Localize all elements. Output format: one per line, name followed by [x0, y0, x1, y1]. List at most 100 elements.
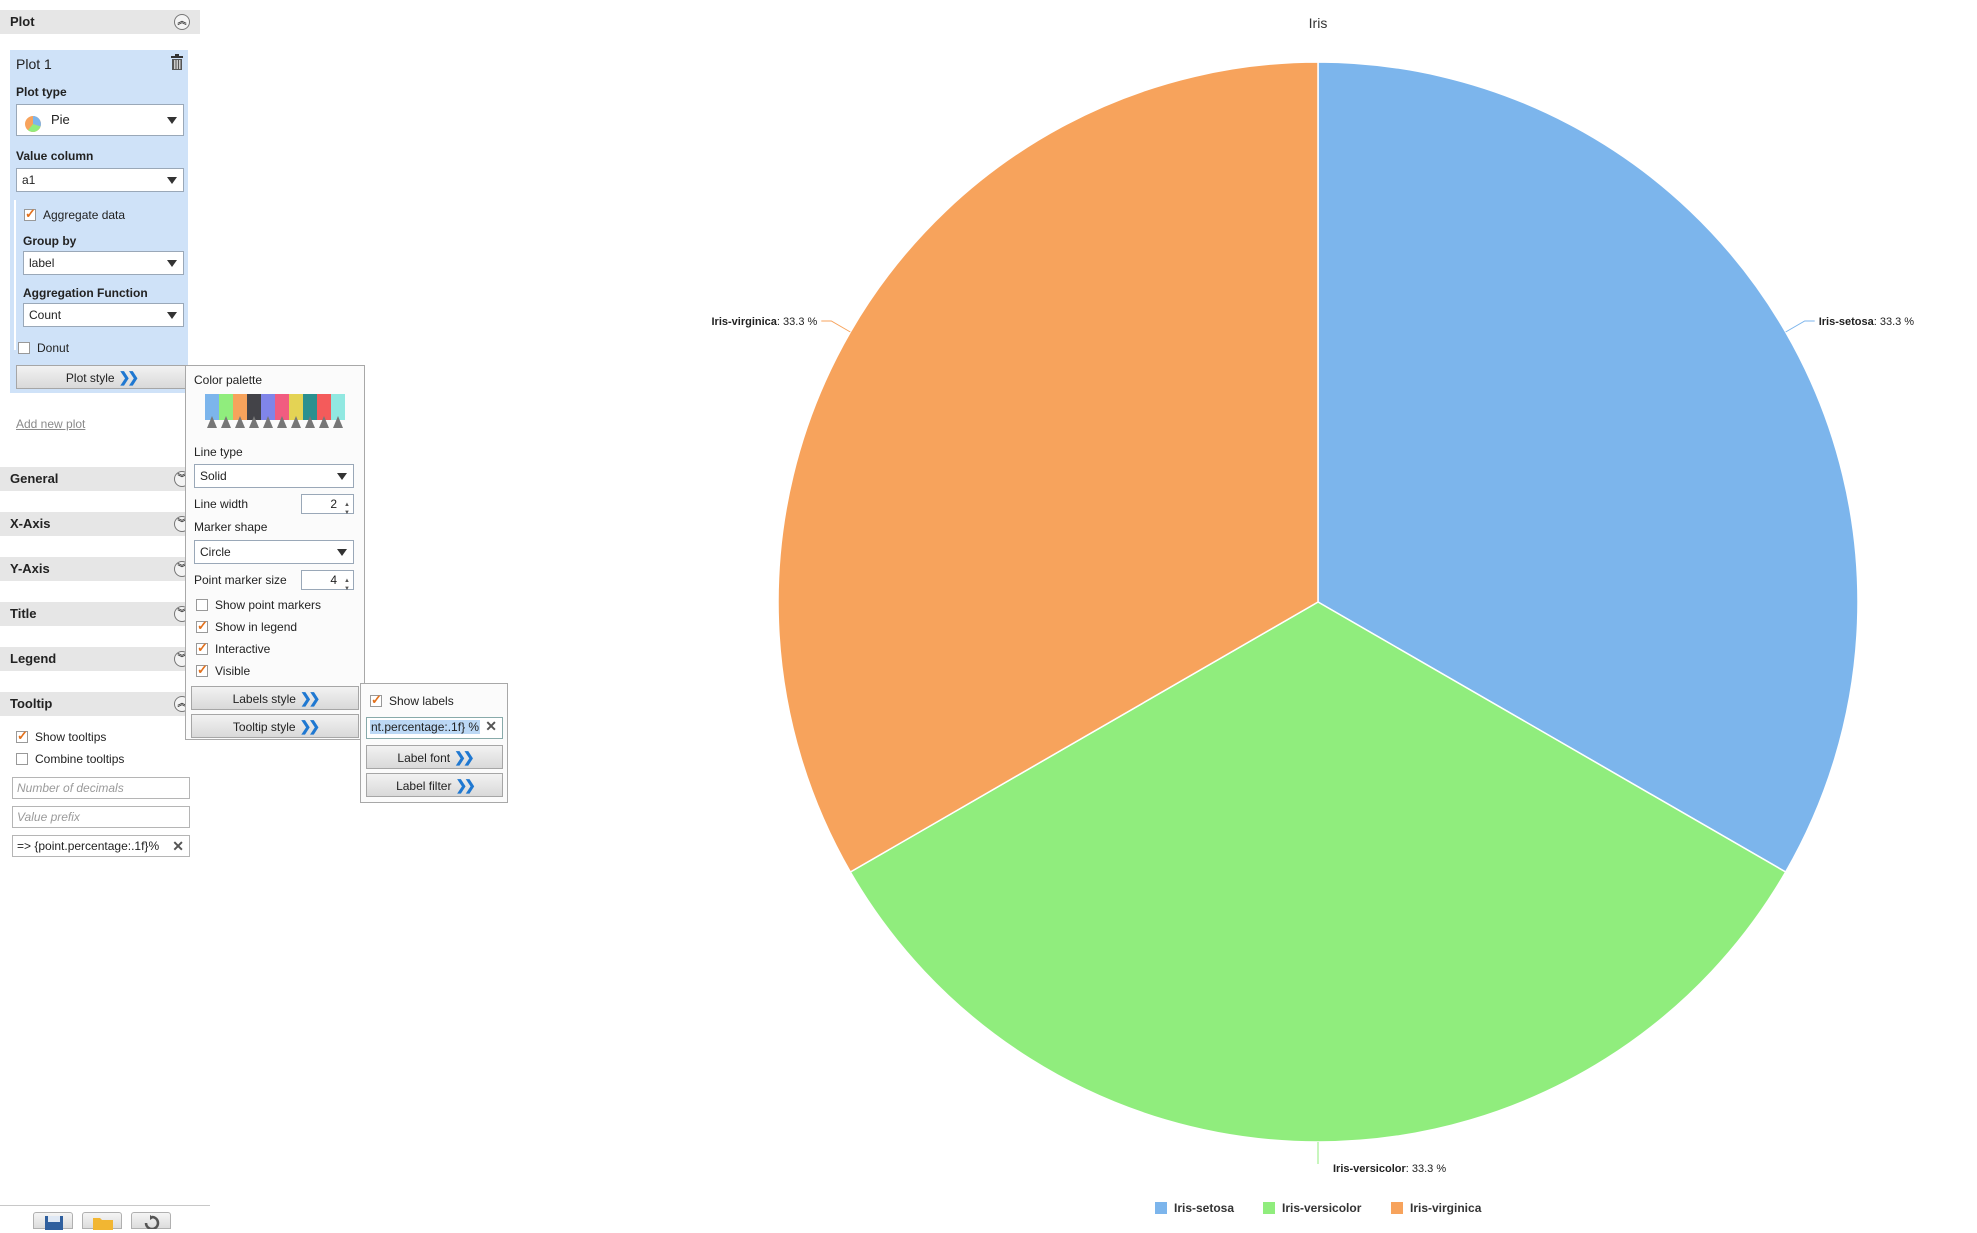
- interactive-checkbox[interactable]: [196, 640, 208, 656]
- line-type-select[interactable]: Solid: [194, 464, 354, 488]
- trash-icon[interactable]: [170, 54, 184, 73]
- marker-shape-value: Circle: [200, 545, 231, 559]
- line-width-spinner[interactable]: 2 ▲ ▼: [301, 494, 354, 516]
- agg-function-select[interactable]: Count: [23, 303, 184, 327]
- label-filter-button[interactable]: Label filter ❯❯: [366, 773, 503, 797]
- legend-swatch: [1391, 1202, 1403, 1214]
- data-label: Iris-virginica: 33.3 %: [712, 316, 818, 328]
- data-label: Iris-setosa: 33.3 %: [1819, 316, 1915, 328]
- palette-stop-marker[interactable]: [235, 416, 245, 428]
- palette-stop-marker[interactable]: [319, 416, 329, 428]
- chevron-down-icon: [337, 473, 347, 480]
- palette-stop-marker[interactable]: [277, 416, 287, 428]
- refresh-button[interactable]: [131, 1212, 171, 1231]
- agg-function-label: Aggregation Function: [23, 286, 148, 300]
- label-format-input[interactable]: nt.percentage:.1f} % ✕: [366, 717, 503, 739]
- pie-chart-icon: [25, 113, 41, 143]
- marker-shape-select[interactable]: Circle: [194, 540, 354, 564]
- combine-tooltips-checkbox[interactable]: [16, 753, 28, 765]
- palette-swatch[interactable]: [233, 394, 247, 420]
- show-in-legend-checkbox[interactable]: [196, 618, 208, 634]
- group-by-select[interactable]: label: [23, 251, 184, 275]
- decimals-input[interactable]: Number of decimals: [12, 777, 190, 799]
- spinner-down-icon[interactable]: ▼: [344, 510, 350, 516]
- palette-swatch[interactable]: [261, 394, 275, 420]
- palette-stop-marker[interactable]: [291, 416, 301, 428]
- aggregate-checkbox[interactable]: [24, 206, 36, 222]
- palette-swatch[interactable]: [275, 394, 289, 420]
- plot-type-value: Pie: [51, 112, 70, 127]
- labels-style-label: Labels style: [232, 692, 296, 706]
- tooltip-format-input[interactable]: => {point.percentage:.1f}% ✕: [12, 835, 190, 857]
- clear-icon[interactable]: ✕: [485, 718, 497, 734]
- label-font-button[interactable]: Label font ❯❯: [366, 745, 503, 769]
- spinner-up-icon[interactable]: ▲: [344, 502, 350, 508]
- section-legend-title: Legend: [10, 651, 57, 666]
- show-labels-checkbox[interactable]: [370, 692, 382, 708]
- spinner-up-icon[interactable]: ▲: [344, 578, 350, 584]
- section-title-header[interactable]: Title ︾: [0, 602, 200, 626]
- palette-stop-marker[interactable]: [221, 416, 231, 428]
- palette-stop-marker[interactable]: [305, 416, 315, 428]
- show-point-markers-checkbox[interactable]: [196, 599, 208, 611]
- legend-swatch: [1263, 1202, 1275, 1214]
- palette-swatch[interactable]: [205, 394, 219, 420]
- palette-swatch[interactable]: [317, 394, 331, 420]
- palette-stop-marker[interactable]: [207, 416, 217, 428]
- data-label: Iris-versicolor: 33.3 %: [1333, 1163, 1446, 1175]
- section-general-header[interactable]: General ︾: [0, 467, 200, 491]
- collapse-icon[interactable]: ︽: [174, 14, 190, 30]
- palette-stop-marker[interactable]: [263, 416, 273, 428]
- add-new-plot-link[interactable]: Add new plot: [16, 417, 86, 431]
- palette-swatch[interactable]: [247, 394, 261, 420]
- double-chevron-right-icon: ❯❯: [299, 718, 321, 734]
- legend-item-iris-virginica[interactable]: Iris-virginica: [1391, 1201, 1482, 1215]
- section-legend-header[interactable]: Legend ︾: [0, 647, 200, 671]
- color-palette-picker[interactable]: [205, 394, 345, 430]
- line-type-label: Line type: [194, 445, 243, 459]
- plot-card: Plot 1 Plot type Pie Value column a1 Agg…: [10, 50, 188, 393]
- show-tooltips-checkbox[interactable]: [16, 728, 28, 744]
- donut-checkbox[interactable]: [18, 342, 30, 354]
- section-xaxis-header[interactable]: X-Axis ︾: [0, 512, 200, 536]
- open-button[interactable]: [82, 1212, 122, 1230]
- tooltip-format-value: => {point.percentage:.1f}%: [17, 839, 160, 853]
- legend-item-iris-versicolor[interactable]: Iris-versicolor: [1263, 1201, 1362, 1215]
- pie-slice-iris-versicolor[interactable]: [849, 601, 1787, 1143]
- toolbar-divider: [0, 1205, 210, 1206]
- palette-stop-marker[interactable]: [333, 416, 343, 428]
- double-chevron-right-icon: ❯❯: [455, 777, 476, 793]
- chevron-down-icon: [167, 117, 177, 124]
- spinner-down-icon[interactable]: ▼: [344, 586, 350, 592]
- section-tooltip-header[interactable]: Tooltip ︽: [0, 692, 200, 716]
- line-width-value: 2: [330, 497, 337, 511]
- double-chevron-right-icon: ❯❯: [299, 690, 321, 706]
- legend-item-iris-setosa[interactable]: Iris-setosa: [1155, 1201, 1234, 1215]
- chevron-down-icon: [167, 260, 177, 267]
- show-point-markers-label: Show point markers: [215, 598, 322, 612]
- palette-stop-marker[interactable]: [249, 416, 259, 428]
- interactive-label: Interactive: [215, 642, 271, 656]
- plot-type-select[interactable]: Pie: [16, 104, 184, 136]
- pie-slice-iris-setosa[interactable]: [1317, 61, 1859, 874]
- value-prefix-input[interactable]: Value prefix: [12, 806, 190, 828]
- palette-swatch[interactable]: [289, 394, 303, 420]
- plot-style-button[interactable]: Plot style ❯❯: [16, 365, 186, 389]
- section-plot-header[interactable]: Plot ︽: [0, 10, 200, 34]
- clear-icon[interactable]: ✕: [172, 838, 184, 854]
- labels-style-button[interactable]: Labels style ❯❯: [191, 686, 359, 710]
- value-column-select[interactable]: a1: [16, 168, 184, 192]
- palette-swatch[interactable]: [331, 394, 345, 420]
- legend-label: Iris-setosa: [1174, 1201, 1234, 1215]
- palette-swatch[interactable]: [219, 394, 233, 420]
- chevron-down-icon: [337, 549, 347, 556]
- point-marker-size-spinner[interactable]: 4 ▲ ▼: [301, 570, 354, 592]
- tooltip-style-button[interactable]: Tooltip style ❯❯: [191, 714, 359, 738]
- marker-shape-label: Marker shape: [194, 520, 268, 534]
- aggregate-group-divider: [14, 200, 16, 350]
- visible-checkbox[interactable]: [196, 662, 208, 678]
- value-column-label: Value column: [16, 149, 94, 163]
- pie-slice-iris-virginica[interactable]: [777, 61, 1319, 874]
- palette-swatch[interactable]: [303, 394, 317, 420]
